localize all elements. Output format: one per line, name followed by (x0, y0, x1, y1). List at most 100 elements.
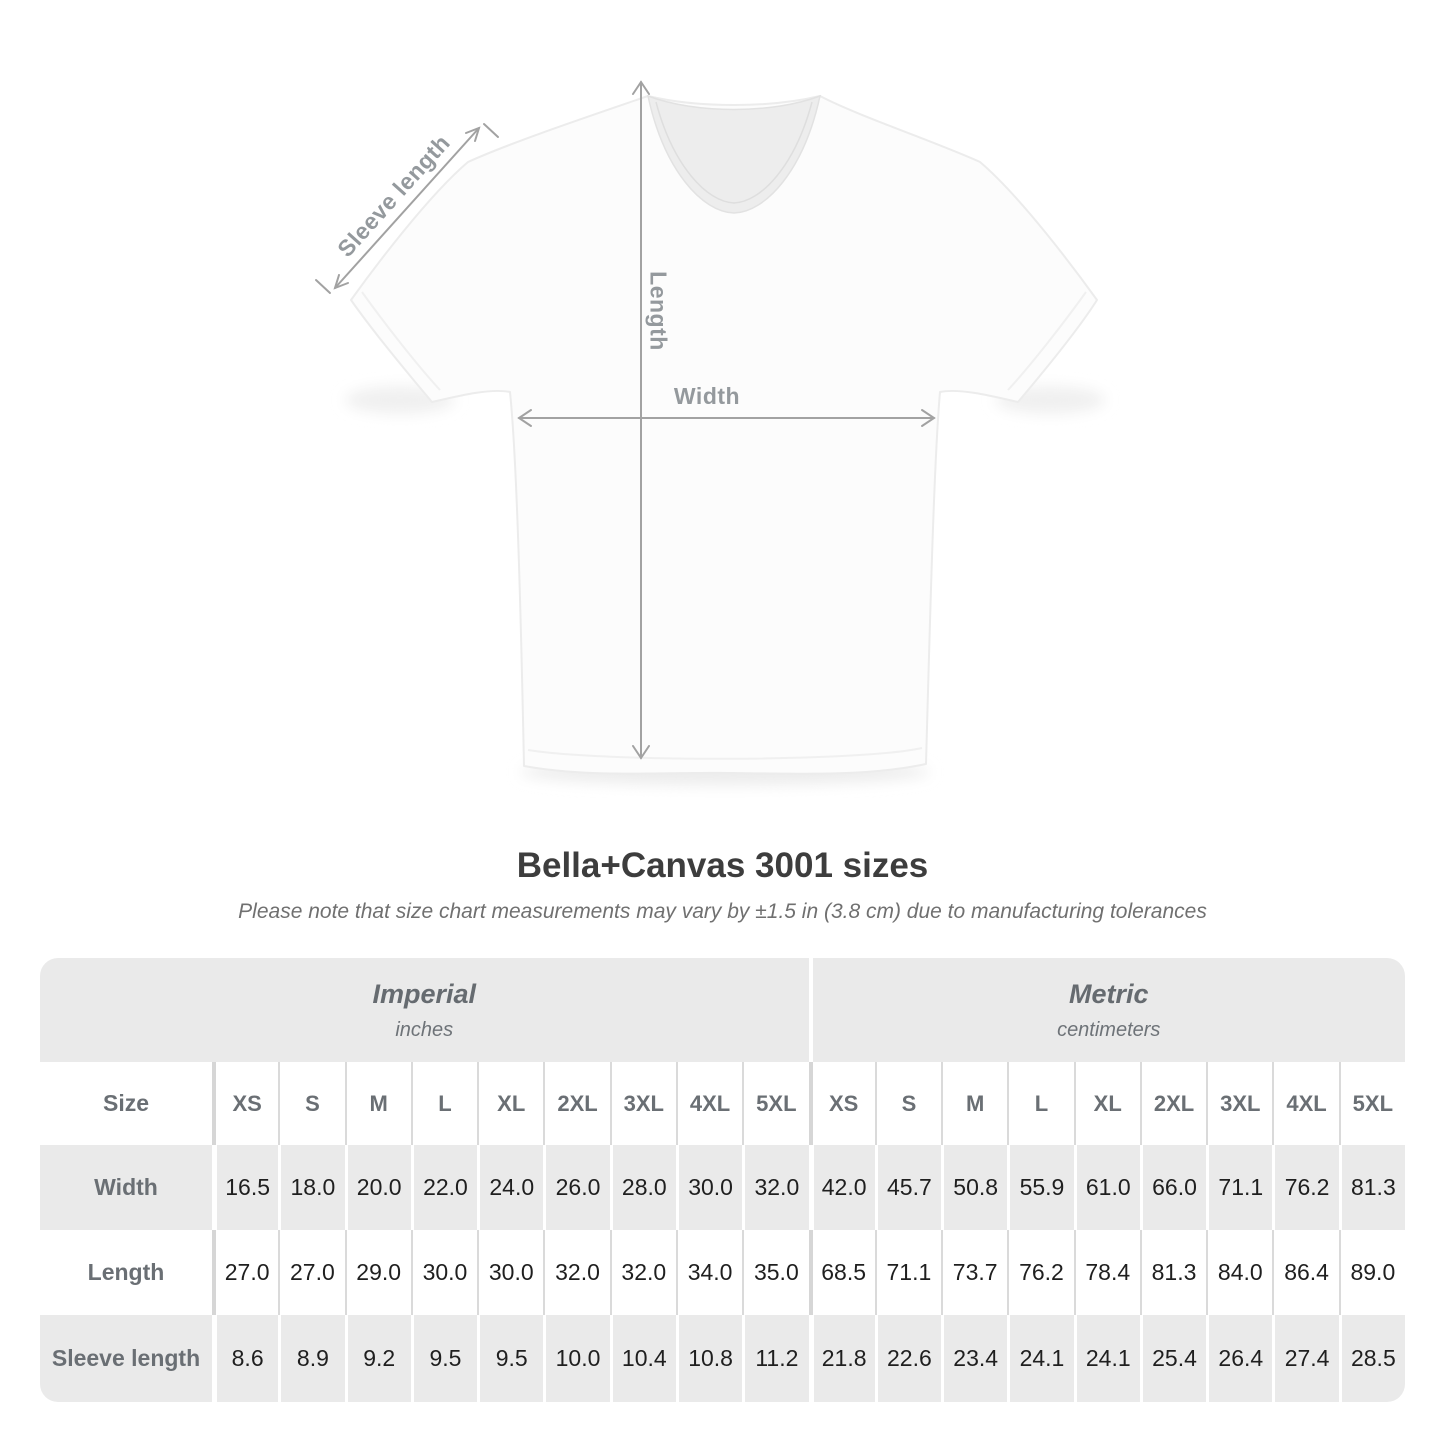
sleeve-length-imperial-s: 8.9 (278, 1315, 344, 1402)
size-header-imperial-l: L (410, 1062, 477, 1145)
size-table: Imperial inches Metric centimeters Size … (40, 958, 1405, 1402)
width-label: Width (673, 383, 741, 409)
table-row-width: Width 16.5 18.0 20.0 22.0 24.0 26.0 28.0 30.0 32.… (40, 1145, 1405, 1230)
size-header-imperial-5xl: 5XL (742, 1062, 808, 1145)
width-imperial-2xl: 26.0 (543, 1145, 609, 1230)
size-header-metric-3xl: 3XL (1206, 1062, 1272, 1145)
size-header-imperial-4xl: 4XL (675, 1062, 742, 1145)
tshirt-body (350, 95, 1098, 775)
sleeve-length-imperial-5xl: 11.2 (742, 1315, 808, 1402)
length-imperial-xl: 30.0 (477, 1230, 543, 1315)
measurement-rows: Width 16.5 18.0 20.0 22.0 24.0 26.0 28.0 30.0 32.… (40, 1145, 1405, 1402)
width-imperial-xs: 16.5 (212, 1145, 278, 1230)
size-chart-title: Bella+Canvas 3001 sizes (516, 846, 929, 885)
length-imperial-4xl: 34.0 (675, 1230, 742, 1315)
length-metric-4xl: 86.4 (1272, 1230, 1338, 1315)
sleeve-length-metric-3xl: 26.4 (1206, 1315, 1272, 1402)
length-imperial-l: 30.0 (410, 1230, 477, 1315)
width-arrow (517, 409, 936, 427)
length-metric-5xl: 89.0 (1338, 1230, 1405, 1315)
imperial-section-header: Imperial inches (40, 958, 809, 1062)
left-cuff-seam (361, 291, 441, 391)
sleeve-length-metric-s: 22.6 (874, 1315, 941, 1402)
sleeve-length-metric-2xl: 25.4 (1139, 1315, 1206, 1402)
size-header-metric-xl: XL (1073, 1062, 1140, 1145)
metric-label: Metric (1068, 978, 1149, 1009)
size-header-metric-4xl: 4XL (1272, 1062, 1338, 1145)
width-metric-3xl: 71.1 (1206, 1145, 1272, 1230)
size-header-imperial-3xl: 3XL (609, 1062, 676, 1145)
width-imperial-5xl: 32.0 (742, 1145, 808, 1230)
metric-unit-label: centimeters (1057, 1018, 1161, 1041)
size-header-imperial-2xl: 2XL (543, 1062, 609, 1145)
sleeve-length-imperial-xl: 9.5 (477, 1315, 543, 1402)
length-imperial-s: 27.0 (278, 1230, 344, 1315)
width-imperial-xl: 24.0 (477, 1145, 543, 1230)
unit-header-row: Imperial inches Metric centimeters (40, 958, 1405, 1062)
length-metric-xs: 68.5 (808, 1230, 875, 1315)
width-metric-m: 50.8 (941, 1145, 1007, 1230)
sleeve-length-metric-4xl: 27.4 (1272, 1315, 1338, 1402)
size-header-metric-5xl: 5XL (1338, 1062, 1405, 1145)
length-imperial-xs: 27.0 (212, 1230, 278, 1315)
length-label: Length (645, 271, 672, 351)
size-chart-note: Please note that size chart measurements… (238, 900, 1207, 923)
width-metric-xs: 42.0 (808, 1145, 875, 1230)
size-header-metric-m: M (941, 1062, 1007, 1145)
length-imperial-m: 29.0 (344, 1230, 411, 1315)
sleeve-length-imperial-m: 9.2 (344, 1315, 411, 1402)
size-header-imperial-m: M (344, 1062, 411, 1145)
sleeve-length-metric-l: 24.1 (1007, 1315, 1073, 1402)
width-metric-2xl: 66.0 (1139, 1145, 1206, 1230)
size-header-imperial-xl: XL (477, 1062, 543, 1145)
length-arrow (632, 80, 650, 760)
width-metric-l: 55.9 (1007, 1145, 1073, 1230)
length-imperial-2xl: 32.0 (543, 1230, 609, 1315)
row-label-width: Width (94, 1174, 158, 1200)
table-row-sizes: Size XS S M L XL 2XL 3XL 4XL 5XL XS S M L XL 2XL 3XL 4XL… (40, 1062, 1405, 1145)
tshirt-measurement-diagram: Sleeve length Length Width (315, 80, 1105, 785)
sleeve-length-metric-xl: 24.1 (1073, 1315, 1140, 1402)
imperial-unit-label: inches (395, 1018, 454, 1041)
row-label-length: Length (87, 1259, 165, 1285)
length-imperial-3xl: 32.0 (609, 1230, 676, 1315)
sleeve-length-imperial-xs: 8.6 (212, 1315, 278, 1402)
size-header-imperial-xs: XS (212, 1062, 278, 1145)
width-metric-5xl: 81.3 (1338, 1145, 1405, 1230)
tshirt-illustration (315, 80, 1105, 785)
imperial-label: Imperial (372, 978, 477, 1009)
row-label-sleeve-length: Sleeve length (51, 1345, 201, 1371)
tshirt-collar (646, 94, 822, 214)
sleeve-length-imperial-4xl: 10.8 (675, 1315, 742, 1402)
length-metric-3xl: 84.0 (1206, 1230, 1272, 1315)
sleeve-length-metric-m: 23.4 (941, 1315, 1007, 1402)
size-header-imperial-s: S (278, 1062, 344, 1145)
hem-stitch-seam (527, 747, 923, 760)
heading-block: Bella+Canvas 3001 sizes Please note that… (0, 846, 1445, 924)
measurement-arrows (315, 80, 936, 760)
sleeve-length-imperial-l: 9.5 (410, 1315, 477, 1402)
size-header-metric-s: S (874, 1062, 941, 1145)
sleeve-length-metric-xs: 21.8 (808, 1315, 875, 1402)
width-metric-4xl: 76.2 (1272, 1145, 1338, 1230)
width-metric-xl: 61.0 (1073, 1145, 1140, 1230)
sleeve-length-arrow (315, 123, 499, 294)
width-imperial-l: 22.0 (410, 1145, 477, 1230)
table-row-length: Length 27.0 27.0 29.0 30.0 30.0 32.0 32.0 34.0 35… (40, 1230, 1405, 1315)
length-metric-s: 71.1 (874, 1230, 941, 1315)
sleeve-length-metric-5xl: 28.5 (1338, 1315, 1405, 1402)
width-imperial-s: 18.0 (278, 1145, 344, 1230)
length-imperial-5xl: 35.0 (742, 1230, 808, 1315)
length-metric-2xl: 81.3 (1139, 1230, 1206, 1315)
length-metric-xl: 78.4 (1073, 1230, 1140, 1315)
metric-section-header: Metric centimeters (808, 958, 1406, 1062)
length-metric-l: 76.2 (1007, 1230, 1073, 1315)
right-cuff-seam (1007, 291, 1087, 391)
width-metric-s: 45.7 (874, 1145, 941, 1230)
sleeve-length-imperial-2xl: 10.0 (543, 1315, 609, 1402)
size-corner-label: Size (102, 1090, 150, 1116)
length-metric-m: 73.7 (941, 1230, 1007, 1315)
size-header-metric-2xl: 2XL (1139, 1062, 1206, 1145)
size-header-metric-xs: XS (808, 1062, 875, 1145)
